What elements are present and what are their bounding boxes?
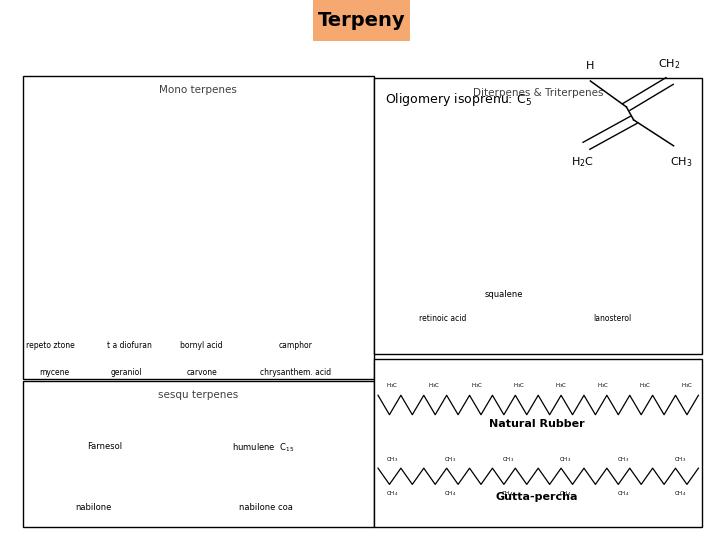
Text: chrysanthem. acid: chrysanthem. acid [260,368,330,377]
Text: CH$_4$: CH$_4$ [674,489,687,497]
Text: camphor: camphor [278,341,312,350]
Text: CH$_4$: CH$_4$ [501,489,514,497]
Text: H$_3$C: H$_3$C [513,381,525,390]
Text: CH$_3$: CH$_3$ [387,456,398,464]
Text: retinoic acid: retinoic acid [419,314,467,323]
Text: carvone: carvone [186,368,217,377]
Text: CH$_4$: CH$_4$ [386,489,399,497]
Text: H$_3$C: H$_3$C [387,381,398,390]
Text: H$_3$C: H$_3$C [471,381,483,390]
Text: CH$_4$: CH$_4$ [559,489,572,497]
FancyBboxPatch shape [313,0,410,40]
Text: H: H [586,61,595,71]
Text: CH$_3$: CH$_3$ [559,456,571,464]
Text: nabilone: nabilone [76,503,112,512]
Text: Oligomery isoprenu: C$_5$: Oligomery isoprenu: C$_5$ [385,91,532,109]
Text: humulene  C$_{15}$: humulene C$_{15}$ [232,442,294,454]
Text: repeto ztone: repeto ztone [26,341,75,350]
Text: H$_3$C: H$_3$C [682,381,693,390]
Text: CH$_4$: CH$_4$ [616,489,629,497]
Text: nabilone coa: nabilone coa [240,503,293,512]
Text: CH$_3$: CH$_3$ [670,156,692,170]
Text: H$_3$C: H$_3$C [597,381,609,390]
Text: Gutta-percha: Gutta-percha [495,492,577,502]
Text: sesqu terpenes: sesqu terpenes [158,390,238,401]
Text: CH$_4$: CH$_4$ [444,489,456,497]
Text: Farnesol: Farnesol [87,442,122,451]
Bar [23,76,374,379]
Text: Terpeny: Terpeny [318,11,405,30]
Text: t a diofuran: t a diofuran [107,341,152,350]
Text: lanosterol: lanosterol [593,314,631,323]
Text: Natural Rubber: Natural Rubber [489,419,584,429]
Text: H$_3$C: H$_3$C [555,381,567,390]
Bar [374,78,702,354]
Text: Mono terpenes: Mono terpenes [159,85,238,96]
Text: CH$_3$: CH$_3$ [617,456,629,464]
Text: H$_2$C: H$_2$C [572,156,594,170]
Text: geraniol: geraniol [110,368,142,377]
Text: CH$_3$: CH$_3$ [675,456,686,464]
Text: Diterpenes & Triterpenes: Diterpenes & Triterpenes [473,88,603,98]
Text: H$_3$C: H$_3$C [639,381,652,390]
Text: squalene: squalene [485,290,523,299]
Bar [374,359,702,526]
Text: H$_3$C: H$_3$C [428,381,441,390]
Text: mycene: mycene [39,368,69,377]
Text: CH$_3$: CH$_3$ [502,456,513,464]
Bar [23,381,374,526]
Text: CH$_3$: CH$_3$ [444,456,456,464]
Text: CH$_2$: CH$_2$ [658,57,681,71]
Text: bornyl acid: bornyl acid [180,341,223,350]
